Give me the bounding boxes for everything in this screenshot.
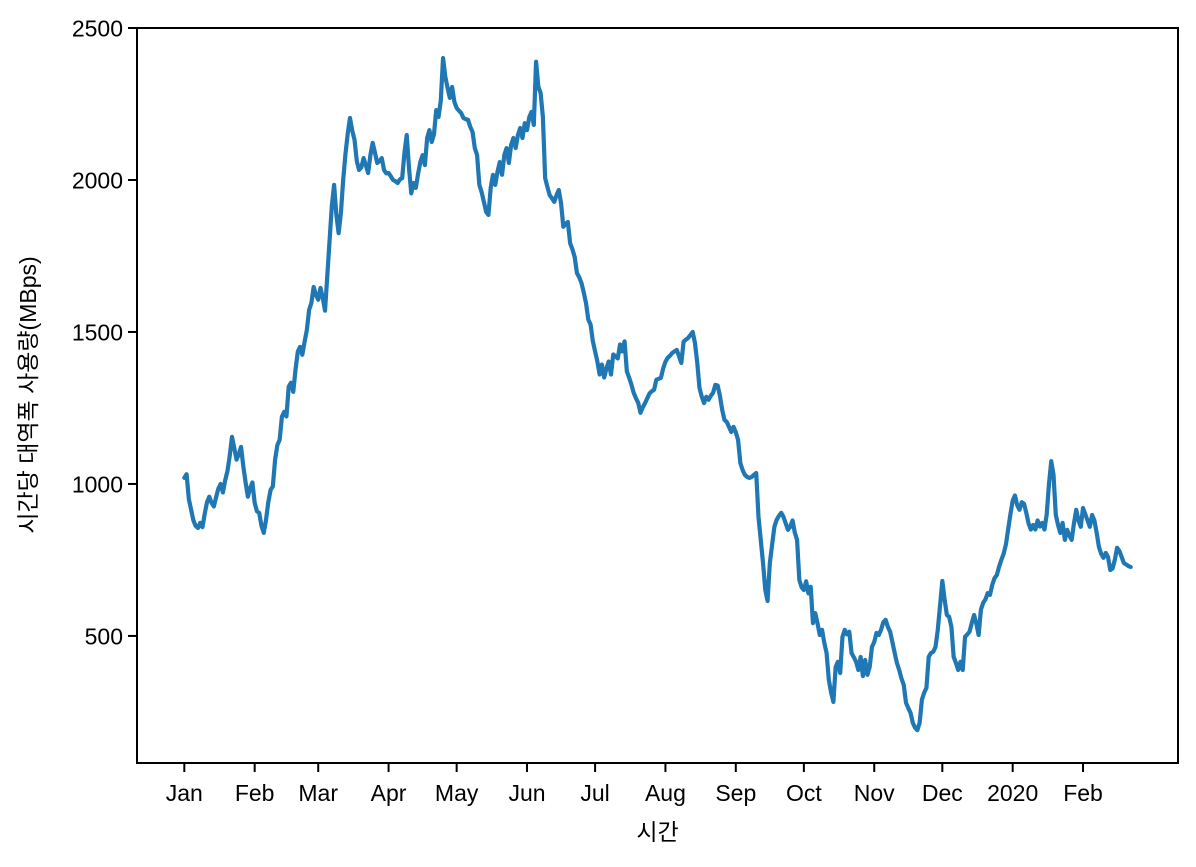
x-tick-label: May: [435, 780, 479, 806]
y-tick-label: 1000: [72, 471, 123, 497]
x-tick-label: Jun: [508, 780, 545, 806]
y-tick-label: 2000: [72, 167, 123, 193]
y-tick-label: 500: [85, 623, 123, 649]
x-tick-label: Sep: [715, 780, 756, 806]
x-tick-label: Apr: [371, 780, 407, 806]
x-tick-label: Aug: [645, 780, 686, 806]
x-tick-label: Mar: [298, 780, 338, 806]
x-tick-label: Jan: [166, 780, 203, 806]
x-tick-label: Feb: [1063, 780, 1103, 806]
x-tick-label: Dec: [922, 780, 963, 806]
y-axis-label: 시간당 대역폭 사용량(MBps): [15, 256, 41, 534]
x-tick-label: 2020: [987, 780, 1038, 806]
y-tick-label: 2500: [72, 16, 123, 42]
y-tick-label: 1500: [72, 319, 123, 345]
x-tick-label: Feb: [235, 780, 275, 806]
x-tick-label: Jul: [580, 780, 609, 806]
bandwidth-line: [182, 55, 1133, 733]
axes-frame: [136, 27, 1179, 764]
x-tick-label: Oct: [786, 780, 822, 806]
x-axis-label: 시간: [636, 819, 679, 845]
x-tick-label: Nov: [854, 780, 895, 806]
